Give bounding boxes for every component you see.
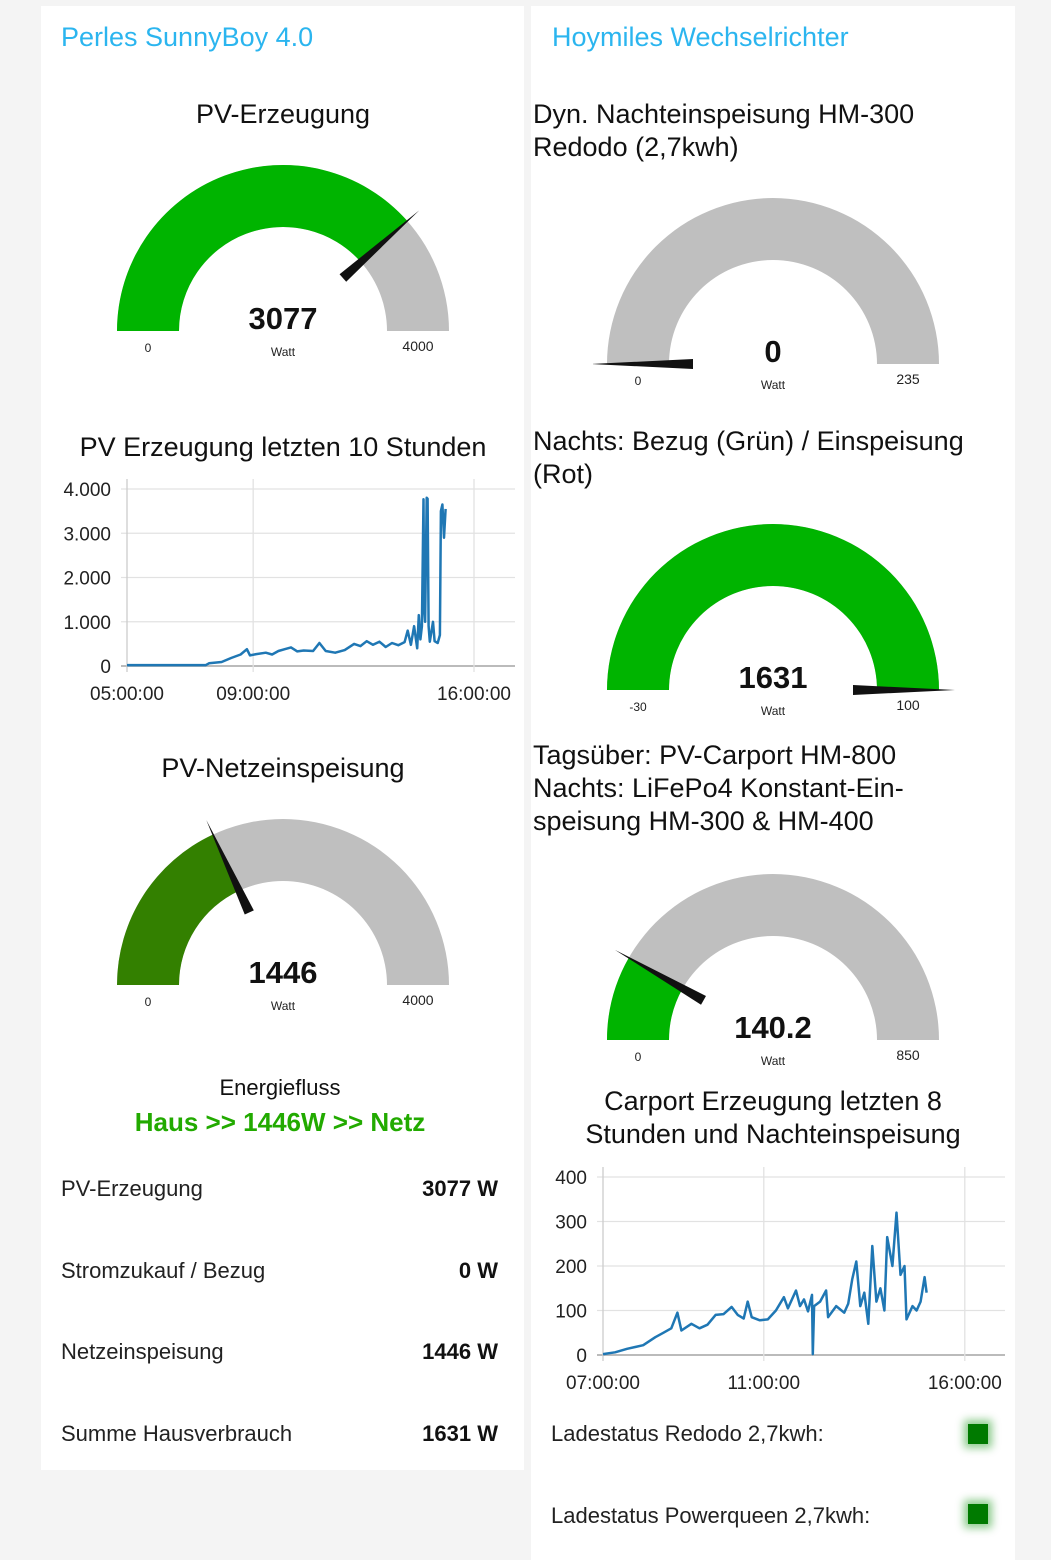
y-tick-label: 3.000 — [63, 524, 111, 545]
status-label: Ladestatus Redodo 2,7kwh: — [551, 1421, 824, 1446]
gauge-title-grid-night: Nachts: Bezug (Grün) / Einspeisung (Rot) — [533, 425, 964, 491]
x-tick-label: 09:00:00 — [216, 684, 290, 705]
gauge-value: 1631 — [739, 660, 808, 695]
gauge-max-label: 4000 — [402, 338, 433, 354]
title-line: Stunden und Nachteinspeisung — [585, 1119, 961, 1149]
title-line: Nachts: Bezug (Grün) / Einspeisung — [533, 426, 964, 456]
summary-value: 1446 W — [422, 1339, 498, 1364]
y-tick-label: 400 — [555, 1168, 587, 1189]
gauge-min-label: 0 — [635, 1050, 642, 1064]
sunnyboy-card — [41, 6, 524, 1470]
gauge-value: 1446 — [249, 955, 318, 990]
summary-label: Stromzukauf / Bezug — [61, 1258, 266, 1283]
status-led-icon — [968, 1424, 988, 1444]
gauge-needle — [614, 949, 706, 1005]
gauge-unit: Watt — [761, 1054, 786, 1068]
hoymiles-card — [531, 6, 1015, 1560]
gauge-unit: Watt — [271, 345, 296, 359]
energy-flow-value: Haus >> 1446W >> Netz — [134, 1107, 426, 1137]
gauge-bezug-einspeisung: 1631 Watt -30 100 — [607, 524, 955, 718]
gauge-fill — [117, 834, 240, 985]
group-title-hoymiles: Hoymiles Wechselrichter — [552, 22, 849, 52]
y-tick-label: 0 — [576, 1346, 587, 1367]
gauge-unit: Watt — [761, 378, 786, 392]
gauge-max-label: 100 — [896, 697, 920, 713]
status-led-icon — [968, 1504, 988, 1524]
x-tick-label: 16:00:00 — [437, 684, 511, 705]
gauge-unit: Watt — [761, 704, 786, 718]
gauge-min-label: 0 — [635, 374, 642, 388]
series-line — [127, 496, 447, 667]
gauge-min-label: 0 — [145, 341, 152, 355]
title-line: speisung HM-300 & HM-400 — [533, 806, 874, 836]
y-tick-label: 200 — [555, 1257, 587, 1278]
summary-value: 0 W — [458, 1258, 498, 1283]
gauge-track — [607, 198, 939, 364]
x-tick-label: 11:00:00 — [728, 1373, 801, 1394]
y-tick-label: 300 — [555, 1213, 587, 1234]
gauge-min-label: 0 — [145, 995, 152, 1009]
title-line: Redodo (2,7kwh) — [533, 132, 739, 162]
gauge-needle — [206, 819, 254, 915]
title-line: Dyn. Nachteinspeisung HM-300 — [533, 99, 915, 129]
title-line: (Rot) — [533, 459, 593, 489]
gauge-pv-erzeugung: 3077 Watt 0 4000 — [117, 165, 449, 359]
gauge-title-grid: PV-Netzeinspeisung — [161, 753, 405, 783]
gauge-max-label: 850 — [896, 1047, 920, 1063]
gauge-value: 0 — [764, 334, 781, 369]
title-line: Nachts: LiFePo4 Konstant-Ein- — [533, 773, 904, 803]
x-tick-label: 07:00:00 — [566, 1373, 640, 1394]
gauge-value: 140.2 — [734, 1010, 812, 1045]
series-line — [602, 1211, 928, 1356]
title-line: Carport Erzeugung letzten 8 — [604, 1086, 942, 1116]
y-tick-label: 2.000 — [63, 569, 111, 590]
x-tick-label: 05:00:00 — [90, 684, 164, 705]
gauge-min-label: -30 — [629, 700, 647, 714]
x-tick-label: 16:00:00 — [928, 1373, 1002, 1394]
gauge-unit: Watt — [271, 999, 296, 1013]
y-tick-label: 100 — [555, 1302, 587, 1323]
chart-carport-8h: 0 100 200 300 400 07:00:00 11:00:00 16:00:00 — [555, 1167, 1005, 1394]
gauge-title-carport: Tagsüber: PV-Carport HM-800 Nachts: LiFe… — [533, 739, 904, 838]
gauge-nachteinspeisung: 0 Watt 0 235 — [593, 198, 939, 392]
gauge-fill — [117, 165, 408, 331]
summary-label: PV-Erzeugung — [61, 1176, 203, 1201]
gauge-fill — [607, 524, 939, 690]
summary-value: 3077 W — [422, 1176, 498, 1201]
chart-pv-10h: 0 1.000 2.000 3.000 4.000 05:00:00 09:00:00 16:… — [63, 479, 515, 705]
status-label: Ladestatus Powerqueen 2,7kwh: — [551, 1503, 871, 1528]
gauge-title-night: Dyn. Nachteinspeisung HM-300 Redodo (2,7… — [533, 98, 914, 164]
y-tick-label: 0 — [100, 657, 111, 678]
summary-value: 1631 W — [422, 1421, 498, 1446]
gauge-pv-netzeinspeisung: 1446 Watt 0 4000 — [117, 819, 449, 1013]
y-tick-label: 4.000 — [63, 480, 111, 501]
summary-label: Summe Hausverbrauch — [61, 1421, 293, 1446]
gauge-needle — [593, 359, 693, 369]
gauge-needle — [853, 685, 955, 695]
energy-flow-label: Energiefluss — [219, 1075, 341, 1100]
group-title-sunnyboy: Perles SunnyBoy 4.0 — [61, 22, 314, 52]
gauge-max-label: 4000 — [402, 992, 433, 1008]
y-tick-label: 1.000 — [63, 613, 111, 634]
gauge-title-pv: PV-Erzeugung — [195, 99, 371, 129]
gauge-value: 3077 — [249, 301, 318, 336]
gauge-needle — [339, 210, 420, 282]
chart-title-pv: PV Erzeugung letzten 10 Stunden — [79, 432, 487, 462]
title-line: Tagsüber: PV-Carport HM-800 — [533, 740, 897, 770]
gauge-max-label: 235 — [896, 371, 920, 387]
gauge-track — [607, 874, 939, 1040]
gauge-carport: 140.2 Watt 0 850 — [607, 874, 939, 1068]
summary-label: Netzeinspeisung — [61, 1339, 224, 1364]
chart-title-carport: Carport Erzeugung letzten 8 Stunden und … — [585, 1085, 960, 1151]
